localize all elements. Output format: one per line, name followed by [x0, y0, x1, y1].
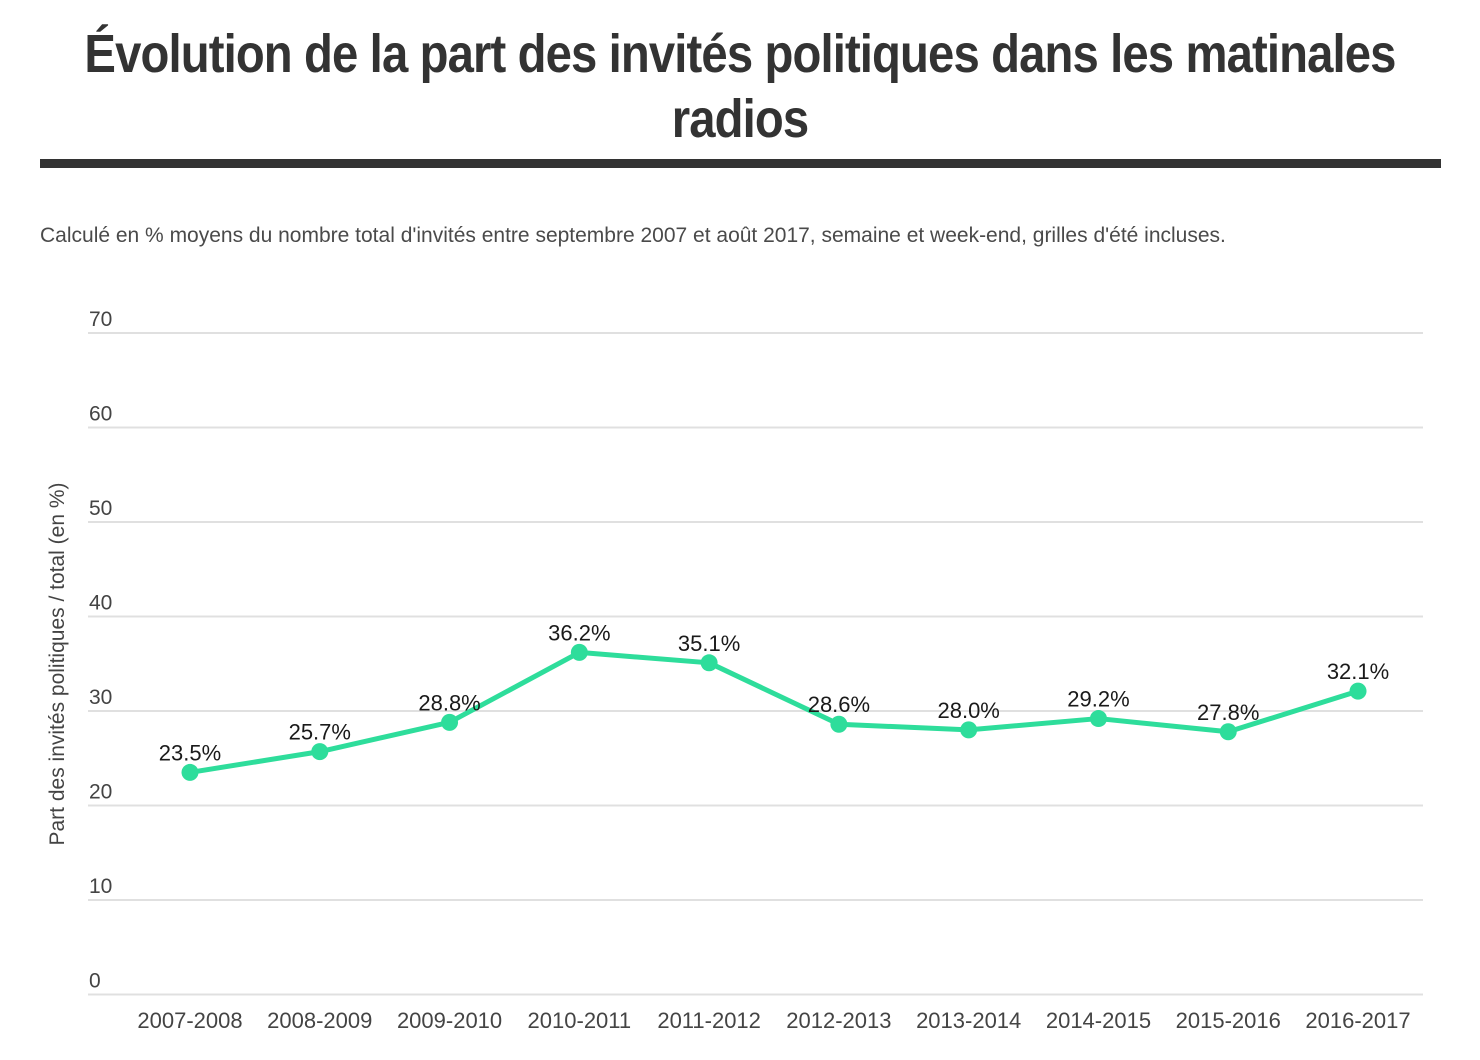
data-point-label: 28.8%: [418, 690, 480, 715]
x-tick-label: 2012-2013: [786, 1008, 891, 1033]
x-tick-label: 2008-2009: [267, 1008, 372, 1033]
y-tick-label: 10: [89, 875, 112, 898]
data-point: [181, 763, 199, 781]
y-tick-label: 0: [89, 970, 101, 993]
y-tick-label: 30: [89, 686, 112, 709]
y-tick-label: 40: [89, 592, 112, 615]
y-tick-label: 70: [89, 308, 112, 331]
data-point-label: 35.1%: [678, 631, 740, 656]
data-point: [1349, 682, 1367, 700]
data-point-label: 25.7%: [289, 720, 351, 745]
x-tick-label: 2015-2016: [1176, 1008, 1281, 1033]
data-point-label: 29.2%: [1067, 687, 1129, 712]
data-point-label: 28.0%: [937, 698, 999, 723]
x-tick-label: 2010-2011: [528, 1008, 632, 1033]
x-tick-label: 2016-2017: [1305, 1008, 1410, 1033]
page-title: Évolution de la part des invités politiq…: [84, 24, 1396, 149]
data-line: [187, 649, 1361, 775]
data-point-label: 27.8%: [1197, 700, 1259, 725]
y-axis-title: Part des invités politiques / total (en …: [46, 482, 69, 845]
title-divider: [40, 159, 1441, 168]
data-point: [311, 743, 329, 761]
data-point: [1219, 723, 1237, 741]
x-tick-label: 2014-2015: [1046, 1008, 1151, 1033]
data-point-label: 32.1%: [1327, 659, 1389, 684]
y-tick-label: 60: [89, 403, 112, 426]
y-tick-label: 50: [89, 497, 112, 520]
data-point: [441, 713, 459, 731]
data-point-label: 36.2%: [548, 620, 610, 645]
x-tick-label: 2011-2012: [657, 1008, 761, 1033]
data-point: [570, 643, 588, 661]
chart-subtitle: Calculé en % moyens du nombre total d'in…: [40, 224, 1226, 247]
data-point: [1089, 710, 1107, 728]
x-tick-label: 2013-2014: [916, 1008, 1021, 1033]
data-point-label: 23.5%: [159, 740, 221, 765]
y-tick-label: 20: [89, 781, 112, 804]
data-point-label: 28.6%: [808, 692, 870, 717]
x-tick-label: 2009-2010: [397, 1008, 502, 1033]
data-point: [700, 654, 718, 672]
x-tick-label: 2007-2008: [137, 1008, 242, 1033]
data-point: [830, 715, 848, 733]
data-point: [960, 721, 978, 739]
